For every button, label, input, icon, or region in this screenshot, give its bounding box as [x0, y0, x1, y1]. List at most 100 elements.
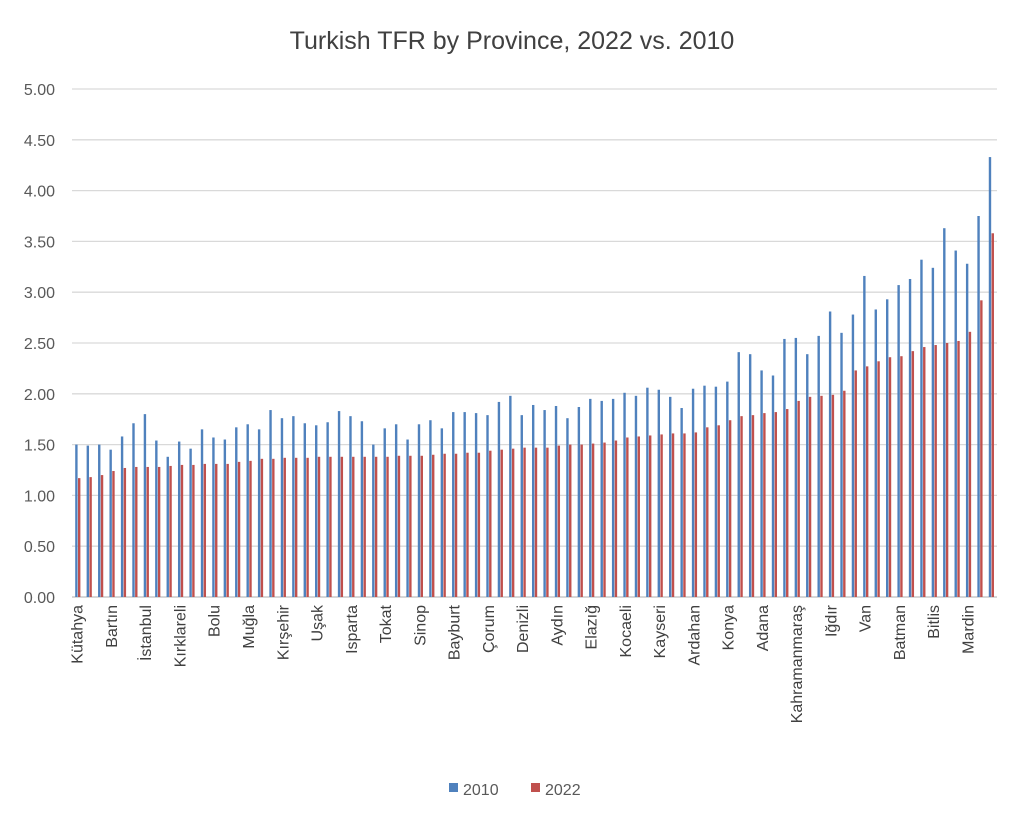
bar-2022 — [294, 457, 298, 597]
bar-2010 — [954, 250, 957, 597]
bar-2010 — [223, 439, 227, 597]
bar-2010 — [200, 429, 204, 597]
bar-2022 — [911, 351, 915, 597]
bar-2010 — [611, 398, 615, 597]
bar-2010 — [977, 216, 980, 597]
bar-2010 — [726, 381, 729, 597]
bar-2022 — [808, 396, 812, 597]
bar-2010 — [360, 421, 364, 597]
x-tick-label: Sinop — [412, 605, 429, 646]
bar-2022 — [991, 233, 994, 597]
bar-2022 — [157, 466, 161, 597]
bar-2010 — [109, 449, 112, 597]
x-tick-label: Bitlis — [926, 605, 943, 639]
bar-2022 — [660, 434, 663, 597]
x-tick-label: Kayseri — [652, 605, 669, 658]
bar-2022 — [215, 463, 218, 597]
bar-2010 — [520, 415, 523, 597]
y-tick-label: 4.00 — [24, 184, 55, 201]
bar-2022 — [78, 478, 81, 597]
y-tick-label: 2.50 — [24, 336, 55, 353]
x-tick-label: Kahramanmaraş — [789, 605, 806, 723]
bar-2022 — [957, 340, 960, 597]
bar-2022 — [923, 347, 926, 597]
bar-2010 — [257, 429, 261, 597]
y-tick-label: 2.00 — [24, 387, 55, 404]
bar-2022 — [820, 395, 823, 597]
x-tick-label: Bolu — [207, 605, 224, 637]
bar-2022 — [477, 452, 481, 597]
bar-2010 — [897, 285, 900, 597]
bar-2022 — [454, 453, 458, 597]
bar-2010 — [75, 444, 78, 597]
bar-2010 — [943, 228, 946, 597]
bar-2010 — [315, 425, 318, 597]
bar-2022 — [637, 436, 640, 597]
bar-2022 — [614, 440, 618, 597]
bar-2022 — [397, 455, 401, 597]
bar-2022 — [89, 477, 92, 597]
bar-2022 — [557, 445, 561, 597]
bar-2022 — [877, 361, 880, 597]
bar-2022 — [283, 457, 286, 597]
bar-2010 — [669, 396, 672, 597]
bar-2010 — [828, 311, 832, 597]
bar-2022 — [786, 409, 789, 597]
bar-2022 — [192, 464, 195, 597]
bar-2010 — [292, 416, 295, 597]
bar-2022 — [272, 458, 275, 597]
bar-2010 — [703, 385, 706, 597]
bar-2022 — [626, 437, 629, 597]
bar-2022 — [146, 466, 149, 597]
x-tick-label: Konya — [721, 605, 738, 650]
bar-2010 — [737, 352, 740, 597]
bar-2010 — [783, 338, 786, 597]
chart-title: Turkish TFR by Province, 2022 vs. 2010 — [290, 27, 735, 55]
bar-2022 — [694, 432, 698, 597]
bar-2022 — [100, 475, 104, 597]
x-tick-label: Elazığ — [584, 605, 601, 649]
bar-2010 — [406, 439, 409, 597]
x-tick-label: Denizli — [515, 605, 532, 653]
bar-2022 — [706, 427, 709, 597]
bar-2010 — [531, 404, 535, 597]
legend-swatch-2010 — [449, 783, 458, 792]
bar-2022 — [854, 370, 857, 597]
x-tick-label: Uşak — [310, 604, 327, 641]
bar-2022 — [603, 442, 606, 597]
bar-2022 — [409, 455, 412, 597]
bar-2010 — [337, 411, 341, 597]
bar-2010 — [280, 418, 284, 597]
x-tick-label: Kırşehir — [275, 604, 292, 660]
bar-2010 — [509, 395, 512, 597]
bar-2022 — [980, 300, 983, 597]
bar-2010 — [246, 424, 249, 597]
bar-2010 — [965, 263, 969, 597]
bar-2022 — [888, 357, 892, 597]
y-tick-label: 1.00 — [24, 488, 55, 505]
bar-2022 — [683, 433, 686, 597]
bar-2010 — [417, 424, 421, 597]
bar-2010 — [577, 407, 581, 597]
x-tick-label: Bartın — [104, 605, 121, 648]
bar-2010 — [748, 354, 752, 597]
bar-2010 — [452, 412, 455, 597]
bar-2022 — [489, 450, 492, 597]
x-tick-label: Kütahya — [70, 605, 87, 664]
bar-2022 — [500, 449, 503, 597]
bar-2010 — [691, 388, 695, 597]
x-tick-label: Aydın — [549, 605, 566, 646]
bar-2022 — [249, 460, 252, 597]
bar-2010 — [155, 440, 158, 597]
bar-2022 — [112, 471, 115, 597]
bar-2022 — [900, 356, 903, 597]
x-tick-label: Muğla — [241, 605, 258, 649]
bar-2010 — [440, 428, 444, 597]
bar-2010 — [349, 416, 352, 597]
bar-2022 — [420, 455, 423, 597]
bar-2010 — [429, 420, 432, 597]
bar-2010 — [189, 448, 192, 597]
bar-2010 — [680, 408, 683, 597]
bar-2022 — [591, 443, 595, 597]
